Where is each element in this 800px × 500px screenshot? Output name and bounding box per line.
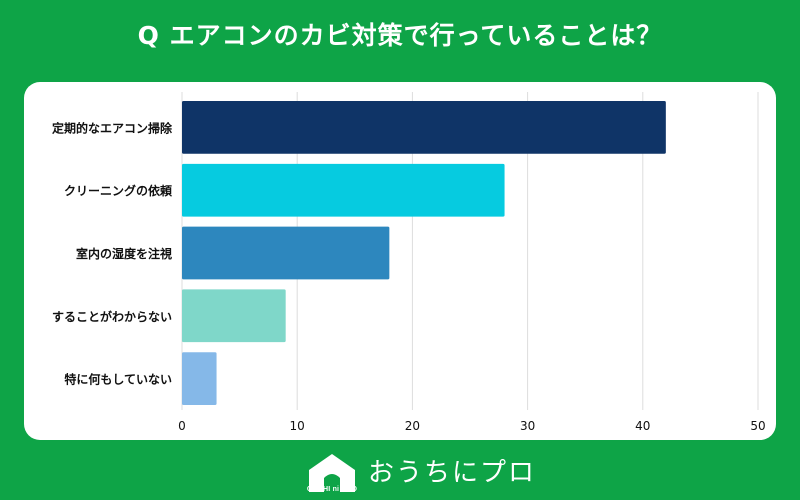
- category-label-0: 定期的なエアコン掃除: [52, 120, 173, 135]
- chart-card: 0 10 20 30 40 50 定期的なエアコン掃除クリーニングの依頼室内の湿度を注視する…: [24, 82, 776, 440]
- x-tick-label-5: 50: [750, 419, 765, 433]
- footer: OUCHI ni PRO おうちにプロ: [0, 450, 800, 498]
- category-label-2: 室内の湿度を注視: [76, 246, 172, 261]
- x-tick-label-4: 40: [635, 419, 650, 433]
- category-label-4: 特に何もしていない: [64, 372, 172, 387]
- bar-1: [182, 163, 505, 217]
- x-tick-label-2: 20: [405, 419, 420, 433]
- chart-title: Q エアコンのカビ対策で行っていることは？: [137, 21, 663, 50]
- x-tick-label-1: 10: [290, 419, 305, 433]
- bar-0: [182, 101, 666, 154]
- category-label-3: することがわからない: [52, 309, 172, 324]
- brand-subtitle: OUCHI ni PRO: [306, 486, 358, 493]
- bar-chart: 0 10 20 30 40 50 定期的なエアコン掃除クリーニングの依頼室内の湿度を注視する…: [52, 92, 766, 433]
- x-tick-label-0: 0: [178, 419, 186, 433]
- bar-4: [182, 352, 217, 405]
- bar-2: [182, 226, 390, 280]
- house-logo-icon: [309, 454, 355, 492]
- category-label-1: クリーニングの依頼: [64, 183, 173, 198]
- x-tick-label-3: 30: [520, 419, 535, 433]
- brand-name: おうちにプロ: [368, 458, 537, 488]
- bar-3: [182, 289, 286, 343]
